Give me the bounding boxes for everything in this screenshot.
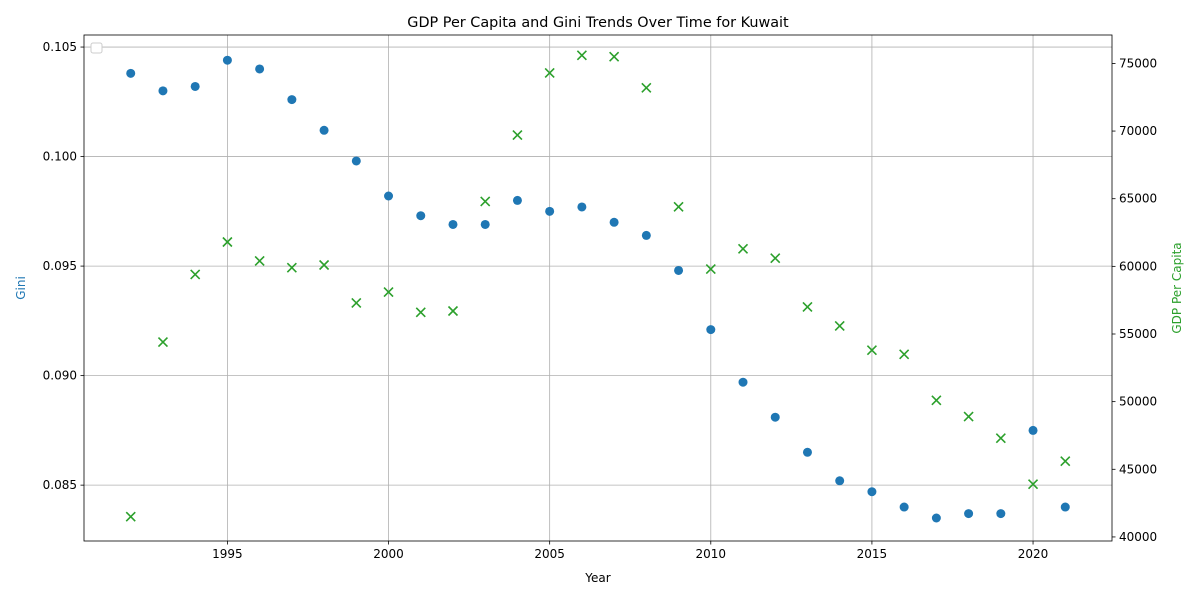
left-y-axis-label: Gini [14,276,28,300]
gini-point [351,156,361,166]
gini-point [674,265,684,275]
gdp-point [222,236,233,248]
gdp-point [995,433,1006,444]
gdp-point [190,269,201,280]
gdp-point [544,67,555,78]
gdp-point [415,307,426,318]
gini-point [867,487,877,497]
gdp-point [641,82,652,93]
gini-point [899,502,909,512]
gini-point [1060,502,1070,512]
gini-point [577,202,587,212]
gini-point [706,325,716,335]
x-tick-label: 2000 [373,547,404,561]
x-tick-label: 2020 [1018,547,1049,561]
x-tick-label: 2010 [696,547,727,561]
gdp-point [512,130,523,141]
gdp-point [576,50,587,61]
gdp-point [1060,456,1071,467]
gini-point [964,509,974,519]
gdp-point [351,297,362,308]
right-y-tick-label: 75000 [1119,56,1157,70]
left-y-tick-label: 0.095 [43,259,77,273]
left-y-tick-label: 0.105 [43,40,77,54]
right-y-tick-label: 65000 [1119,192,1157,206]
gdp-point [737,243,749,254]
legend [90,42,103,54]
gdp-point [705,263,716,275]
right-y-tick-label: 70000 [1119,124,1157,138]
gdp-point [254,255,265,267]
gdp-point [834,320,845,331]
gini-point [126,68,136,78]
plot-frame [83,34,1113,542]
gini-point [319,125,329,135]
left-y-tick-label: 0.100 [43,150,77,164]
gini-point [448,219,458,229]
left-y-tick-label: 0.085 [43,478,77,492]
gdp-point [1027,479,1039,490]
gini-point [641,230,651,240]
x-tick-label: 2015 [857,547,888,561]
gdp-point [447,305,459,317]
gini-point [931,513,941,523]
axis-ticks: 1995 2000 2005 2010 2015 2020 0.085 0.090 0.095 0… [43,40,1158,561]
data-points [125,50,1071,523]
gini-point [384,191,394,201]
gini-point [512,195,522,205]
gdp-point [286,262,297,273]
right-y-tick-label: 40000 [1119,530,1157,544]
gini-point [545,206,555,216]
chart-title: GDP Per Capita and Gini Trends Over Time… [407,15,789,31]
gini-point [1028,425,1038,435]
gdp-point [480,196,491,207]
gini-point [770,412,780,422]
gini-point [222,55,232,65]
right-y-tick-label: 45000 [1119,462,1157,476]
gini-point [609,217,619,227]
gini-point [158,86,168,96]
gini-point [480,219,490,229]
gini-point [190,81,200,91]
gini-point [738,377,748,387]
gdp-point [673,201,684,212]
gini-point [996,509,1006,519]
gdp-point [963,411,974,422]
gdp-point [609,51,620,62]
gdp-point [866,345,877,356]
right-y-tick-label: 50000 [1119,395,1157,409]
gdp-point [770,253,781,264]
gdp-point [383,286,394,298]
right-y-tick-label: 55000 [1119,327,1157,341]
gini-point [416,211,426,221]
gdp-point [319,259,330,271]
x-tick-label: 2005 [534,547,565,561]
x-tick-label: 1995 [212,547,243,561]
gdp-point [125,511,136,522]
left-y-tick-label: 0.090 [43,369,77,383]
gdp-point [899,349,910,360]
right-y-axis-label: GDP Per Capita [1170,242,1184,333]
gini-point [255,64,265,74]
gini-point [287,95,297,105]
right-y-tick-label: 60000 [1119,259,1157,273]
grid-lines [84,35,1112,541]
gdp-point [931,395,942,406]
gini-point [802,447,812,457]
gdp-point [802,301,813,313]
gdp-point [157,337,169,348]
x-axis-label: Year [584,571,610,585]
gini-point [835,476,845,486]
